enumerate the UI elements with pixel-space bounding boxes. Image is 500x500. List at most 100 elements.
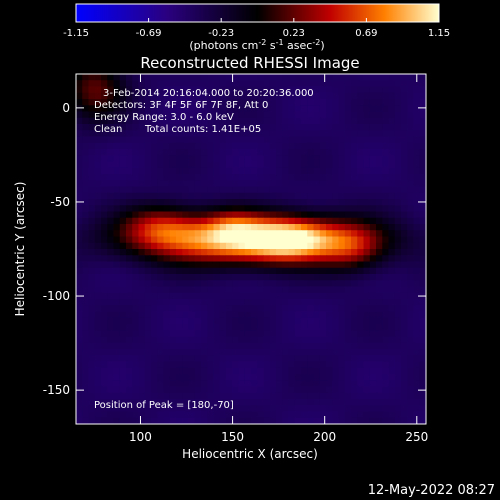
- heatmap-cell: [188, 186, 196, 194]
- heatmap-cell: [82, 155, 89, 162]
- heatmap-cell: [213, 217, 221, 225]
- colorbar-unit: (photons cm-2 s-1 asec-2): [189, 38, 324, 52]
- heatmap-cell: [88, 349, 96, 356]
- heatmap-cell: [119, 367, 127, 375]
- heatmap-cell: [107, 330, 114, 337]
- heatmap-cell: [94, 161, 102, 169]
- heatmap-cell: [201, 292, 208, 300]
- heatmap-cell: [363, 117, 371, 125]
- heatmap-cell: [132, 242, 139, 250]
- heatmap-cell: [151, 317, 158, 325]
- heatmap-cell: [119, 317, 127, 325]
- heatmap-cell: [357, 399, 364, 406]
- heatmap-cell: [369, 199, 377, 206]
- heatmap-cell: [288, 74, 296, 81]
- heatmap-cell: [344, 355, 352, 362]
- heatmap-cell: [257, 155, 264, 162]
- heatmap-cell: [301, 105, 308, 112]
- heatmap-cell: [294, 74, 302, 81]
- heatmap-cell: [238, 236, 246, 244]
- heatmap-cell: [257, 349, 264, 356]
- heatmap-cell: [382, 99, 389, 106]
- heatmap-cell: [344, 124, 352, 131]
- heatmap-cell: [301, 205, 308, 212]
- heatmap-cell: [176, 355, 183, 362]
- heatmap-cell: [382, 361, 389, 369]
- heatmap-cell: [126, 392, 133, 400]
- heatmap-cell: [376, 324, 383, 331]
- heatmap-cell: [113, 99, 121, 106]
- heatmap-cell: [244, 199, 252, 206]
- heatmap-cell: [194, 130, 202, 137]
- heatmap-cell: [251, 392, 258, 400]
- heatmap-cell: [307, 161, 314, 169]
- heatmap-cell: [251, 405, 258, 412]
- heatmap-cell: [126, 330, 133, 337]
- heatmap-cell: [376, 299, 383, 306]
- heatmap-cell: [94, 349, 102, 356]
- heatmap-cell: [376, 374, 383, 381]
- heatmap-cell: [213, 86, 221, 94]
- heatmap-cell: [332, 242, 339, 250]
- heatmap-cell: [413, 192, 421, 200]
- x-tick-label: 100: [129, 430, 152, 444]
- heatmap-cell: [357, 405, 364, 412]
- heatmap-cell: [76, 405, 83, 412]
- heatmap-cell: [82, 274, 89, 281]
- heatmap-cell: [207, 417, 214, 425]
- heatmap-cell: [219, 111, 227, 119]
- heatmap-cell: [301, 374, 308, 381]
- heatmap-cell: [282, 86, 289, 94]
- heatmap-cell: [113, 342, 121, 350]
- heatmap-cell: [182, 349, 189, 356]
- heatmap-cell: [332, 342, 339, 350]
- heatmap-cell: [88, 261, 96, 269]
- heatmap-cell: [276, 305, 283, 312]
- heatmap-cell: [419, 161, 427, 169]
- heatmap-cell: [388, 236, 396, 244]
- heatmap-cell: [113, 230, 121, 237]
- heatmap-cell: [419, 324, 427, 331]
- heatmap-cell: [282, 305, 289, 312]
- heatmap-cell: [101, 242, 108, 250]
- heatmap-cell: [338, 255, 346, 262]
- heatmap-cell: [188, 74, 196, 81]
- heatmap-cell: [138, 105, 146, 112]
- heatmap-cell: [163, 367, 171, 375]
- heatmap-cell: [113, 261, 121, 269]
- heatmap-cell: [219, 361, 227, 369]
- heatmap-cell: [307, 317, 314, 325]
- heatmap-cell: [326, 242, 333, 250]
- heatmap-cell: [357, 367, 364, 375]
- heatmap-cell: [401, 161, 408, 169]
- heatmap-cell: [376, 217, 383, 225]
- heatmap-cell: [207, 274, 214, 281]
- heatmap-cell: [401, 236, 408, 244]
- heatmap-cell: [101, 311, 108, 319]
- heatmap-cell: [113, 367, 121, 375]
- heatmap-cell: [301, 317, 308, 325]
- heatmap-cell: [188, 217, 196, 225]
- heatmap-cell: [357, 230, 364, 237]
- heatmap-cell: [119, 249, 127, 256]
- heatmap-cell: [294, 186, 302, 194]
- heatmap-cell: [251, 136, 258, 144]
- heatmap-cell: [388, 230, 396, 237]
- heatmap-cell: [107, 274, 114, 281]
- heatmap-cell: [332, 267, 339, 275]
- heatmap-cell: [76, 392, 83, 400]
- heatmap-cell: [238, 392, 246, 400]
- heatmap-cell: [88, 155, 96, 162]
- heatmap-cell: [357, 86, 364, 94]
- heatmap-cell: [344, 299, 352, 306]
- heatmap-cell: [276, 261, 283, 269]
- heatmap-cell: [226, 130, 233, 137]
- heatmap-cell: [388, 374, 396, 381]
- heatmap-cell: [419, 311, 427, 319]
- heatmap-cell: [76, 280, 83, 287]
- heatmap-cell: [144, 255, 152, 262]
- heatmap-cell: [263, 161, 271, 169]
- heatmap-cell: [119, 236, 127, 244]
- heatmap-cell: [201, 105, 208, 112]
- heatmap-cell: [157, 130, 164, 137]
